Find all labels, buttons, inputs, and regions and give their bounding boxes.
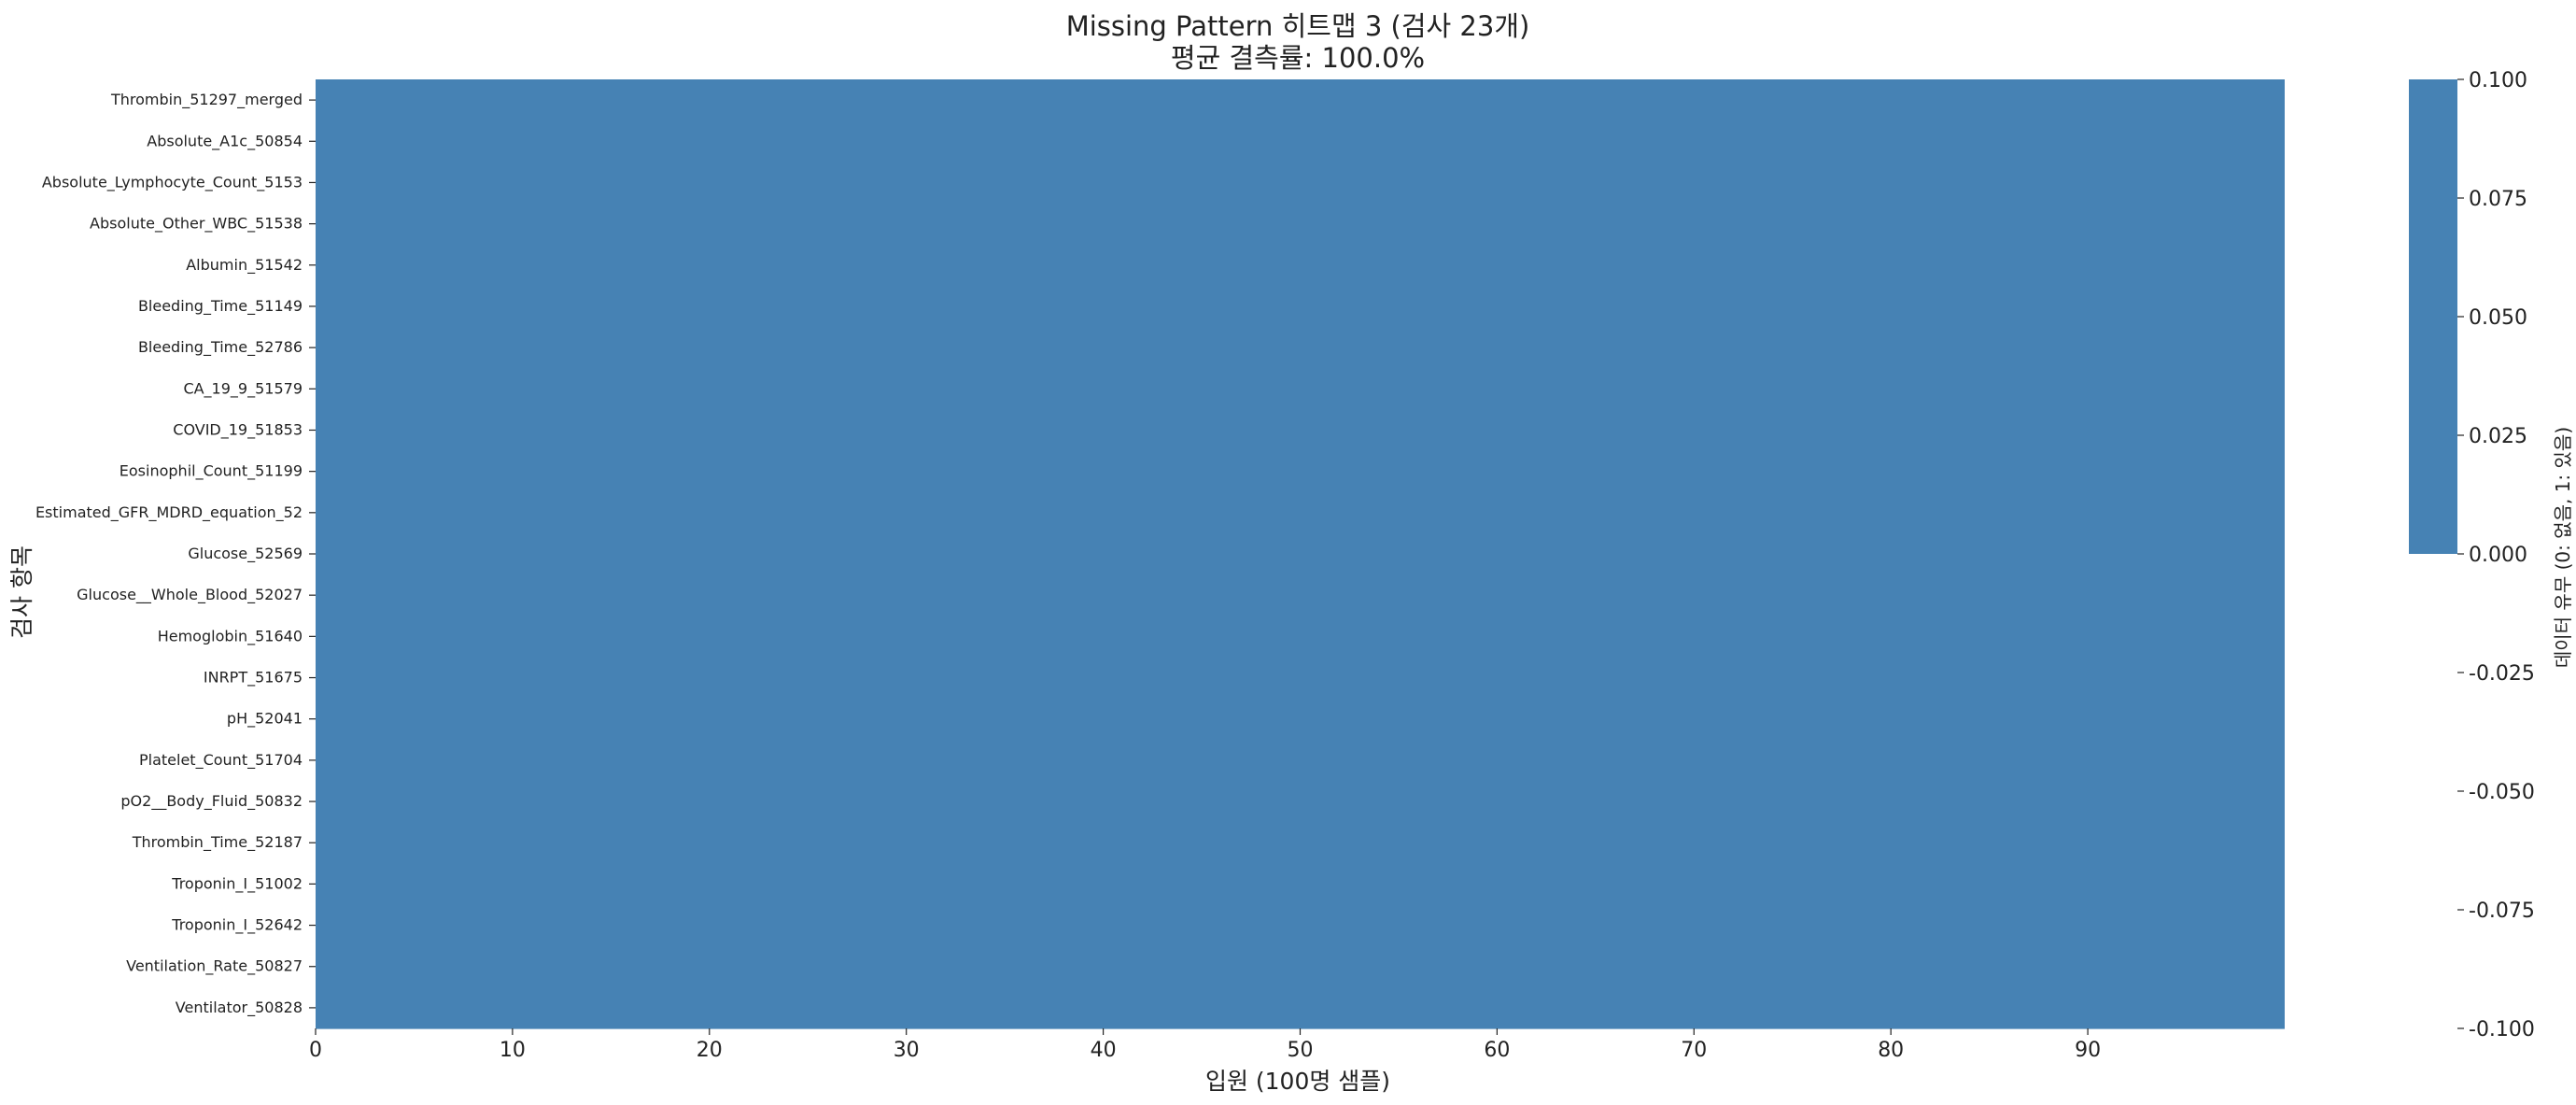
heatmap-row: [316, 780, 2285, 823]
heatmap-row: [316, 203, 2285, 246]
y-tick-label: Platelet_Count_51704: [139, 751, 303, 770]
x-tick-label: 90: [2075, 1039, 2101, 1062]
y-tick-label: Eosinophil_Count_51199: [120, 462, 303, 481]
heatmap-row: [316, 945, 2285, 988]
y-tick-label: Absolute_A1c_50854: [147, 132, 303, 150]
y-tick-label: pH_52041: [227, 710, 303, 729]
heatmap-row: [316, 616, 2285, 659]
y-tick-label: Bleeding_Time_52786: [138, 338, 303, 357]
heatmap-cells: [316, 79, 2285, 1029]
x-tick-label: 70: [1681, 1039, 1707, 1062]
heatmap-row: [316, 285, 2285, 328]
chart-title: Missing Pattern 히트맵 3 (검사 23개): [1066, 10, 1530, 42]
colorbar-tick-label: -0.100: [2469, 1018, 2535, 1041]
y-tick-label: Albumin_51542: [186, 256, 303, 275]
x-tick-label: 20: [697, 1039, 723, 1062]
heatmap-row: [316, 450, 2285, 493]
colorbar-fill: [2409, 79, 2457, 554]
y-tick-label: Ventilator_50828: [176, 999, 303, 1017]
colorbar-tick-label: -0.075: [2469, 900, 2535, 923]
x-tick-label: 0: [309, 1039, 322, 1062]
x-tick-label: 80: [1878, 1039, 1904, 1062]
x-axis-label: 입원 (100명 샘플): [1205, 1068, 1390, 1095]
y-tick-label: Hemoglobin_51640: [158, 627, 303, 645]
x-tick-label: 60: [1484, 1039, 1510, 1062]
heatmap-row: [316, 822, 2285, 864]
heatmap-row: [316, 863, 2285, 906]
y-tick-label: Ventilation_Rate_50827: [126, 957, 303, 976]
y-tick-label: Thrombin_51297_merged: [110, 91, 303, 109]
colorbar-tick-label: 0.075: [2469, 188, 2527, 211]
y-tick-label: Troponin_I_51002: [171, 874, 303, 893]
x-tick-label: 10: [500, 1039, 526, 1062]
heatmap-row: [316, 904, 2285, 947]
heatmap-row: [316, 327, 2285, 369]
y-tick-label: Glucose__Whole_Blood_52027: [77, 586, 303, 604]
heatmap-row: [316, 657, 2285, 700]
x-tick-label: 40: [1091, 1039, 1117, 1062]
y-tick-label: Estimated_GFR_MDRD_equation_52: [35, 503, 303, 522]
x-tick-label: 50: [1288, 1039, 1314, 1062]
heatmap-row: [316, 491, 2285, 534]
y-tick-label: INRPT_51675: [204, 669, 303, 687]
y-tick-label: Thrombin_Time_52187: [132, 833, 303, 852]
chart-subtitle: 평균 결측률: 100.0%: [1171, 42, 1425, 74]
colorbar: 0.100 0.075 0.050 0.025 0.000 -0.025 -0.050 -0.…: [2409, 69, 2535, 1041]
heatmap-row: [316, 698, 2285, 741]
x-tick-label: 30: [894, 1039, 920, 1062]
heatmap-row: [316, 532, 2285, 575]
y-tick-label: Troponin_I_52642: [171, 916, 303, 935]
heatmap-row: [316, 244, 2285, 287]
heatmap-row: [316, 574, 2285, 616]
colorbar-tick-label: -0.025: [2469, 662, 2535, 686]
colorbar-tick-label: 0.050: [2469, 306, 2527, 330]
heatmap-row: [316, 120, 2285, 163]
y-tick-label: COVID_19_51853: [173, 420, 303, 439]
y-axis-label: 검사 항목: [8, 545, 35, 639]
heatmap-row: [316, 409, 2285, 452]
y-tick-label: pO2__Body_Fluid_50832: [120, 792, 303, 811]
colorbar-label: 데이터 유무 (0: 없음, 1: 있음): [2552, 427, 2574, 668]
y-axis: Thrombin_51297_merged Absolute_A1c_50854 A…: [35, 91, 316, 1017]
heatmap-row: [316, 368, 2285, 410]
y-tick-label: Absolute_Other_WBC_51538: [90, 215, 303, 234]
colorbar-tick-label: 0.000: [2469, 544, 2527, 567]
heatmap-row: [316, 162, 2285, 205]
y-tick-label: Absolute_Lymphocyte_Count_5153: [42, 173, 303, 191]
heatmap-row: [316, 986, 2285, 1029]
colorbar-tick-label: 0.100: [2469, 69, 2527, 92]
colorbar-tick-label: -0.050: [2469, 781, 2535, 804]
heatmap-row: [316, 79, 2285, 121]
y-tick-label: Bleeding_Time_51149: [138, 297, 303, 316]
x-axis: 0 10 20 30 40 50 60 70 80 90: [309, 1028, 2101, 1062]
y-tick-label: CA_19_9_51579: [183, 379, 303, 398]
y-tick-label: Glucose_52569: [188, 545, 303, 563]
heatmap-row: [316, 739, 2285, 782]
colorbar-tick-label: 0.025: [2469, 425, 2527, 448]
